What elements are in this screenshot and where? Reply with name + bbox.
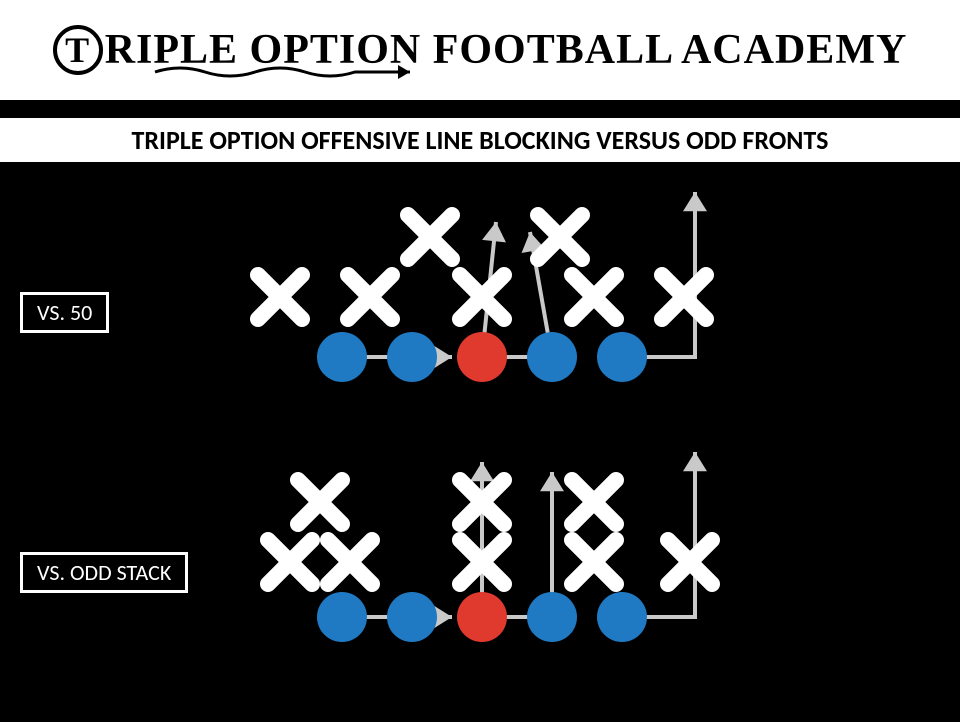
diagram-title: TRIPLE OPTION OFFENSIVE LINE BLOCKING VE… xyxy=(0,100,960,162)
brand-suffix: FOOTBALL ACADEMY xyxy=(433,26,908,74)
play-diagram-vs-odd-stack xyxy=(0,422,960,682)
logo-arrow-icon xyxy=(150,62,430,82)
diagram-area: VS. 50 VS. ODD STACK xyxy=(0,162,960,722)
header-banner: TRIPLE OPTION FOOTBALL ACADEMY xyxy=(0,0,960,100)
brand-initial: T xyxy=(53,25,103,75)
play-diagram-vs-50 xyxy=(0,162,960,422)
